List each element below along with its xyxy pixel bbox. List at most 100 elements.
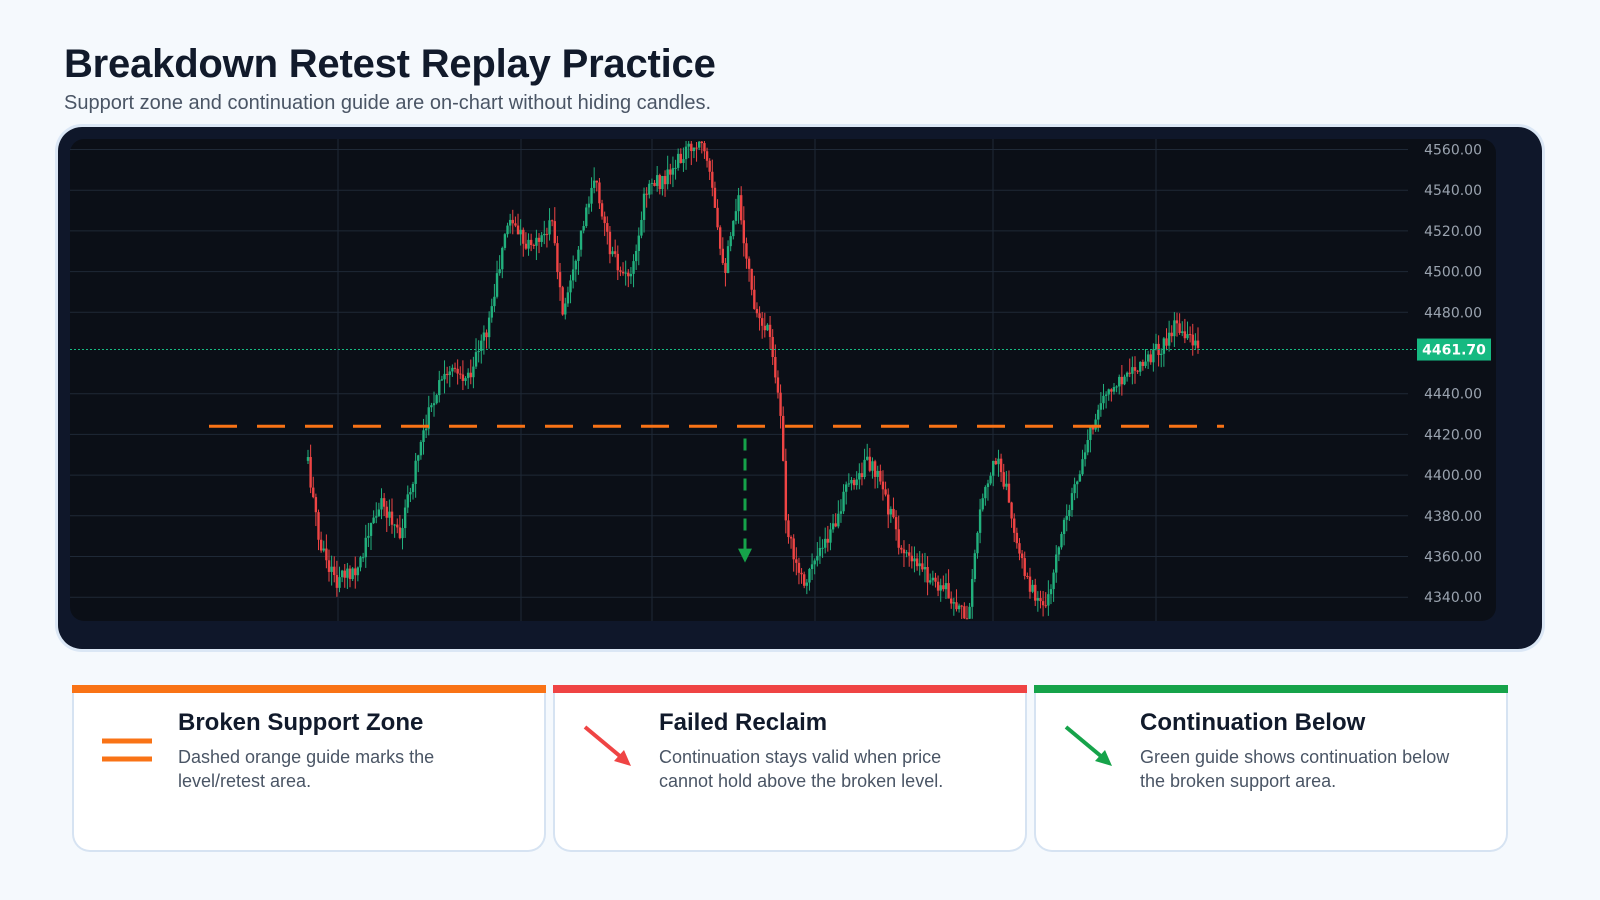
candle-body	[1131, 367, 1134, 374]
candle	[887, 488, 890, 529]
candle	[369, 522, 373, 551]
candle-body	[939, 585, 942, 591]
candle	[671, 156, 675, 188]
candle	[926, 556, 929, 596]
y-tick-label: 4400.00	[1424, 468, 1482, 484]
candle	[729, 232, 732, 252]
candle	[309, 444, 312, 494]
candle	[377, 502, 381, 517]
candle	[375, 502, 378, 524]
candle	[905, 549, 908, 558]
candle-body	[679, 153, 683, 163]
candle-body	[976, 532, 979, 554]
candle-body	[876, 470, 879, 477]
candle	[724, 258, 727, 287]
candle-body	[1039, 598, 1042, 602]
candle	[708, 158, 711, 180]
candle-body	[1133, 367, 1137, 371]
card-description: Continuation stays valid when price cann…	[659, 747, 944, 791]
candle	[1183, 318, 1187, 344]
candle-body	[493, 296, 496, 307]
candle-body	[472, 366, 475, 378]
candle	[632, 254, 635, 288]
candle-body	[1099, 403, 1103, 410]
candle-body	[1107, 389, 1110, 395]
candle	[960, 604, 963, 619]
legend-card-broken-support: Broken Support Zone Dashed orange guide …	[72, 685, 546, 852]
candle	[1086, 429, 1089, 456]
candle-body	[1181, 331, 1184, 333]
candle-body	[687, 143, 690, 147]
candle	[739, 186, 743, 225]
candle	[629, 267, 633, 284]
candle	[346, 562, 349, 589]
candle	[495, 260, 499, 299]
candle	[800, 568, 803, 584]
candle-body	[377, 509, 381, 517]
candle	[876, 465, 879, 489]
candle-body	[503, 234, 507, 248]
candle	[312, 476, 315, 499]
candle	[1186, 321, 1189, 340]
candle	[330, 555, 333, 586]
candle	[721, 237, 725, 266]
candle-body	[992, 460, 995, 476]
candle	[797, 557, 801, 585]
candle-body	[655, 175, 659, 186]
candle	[1125, 371, 1129, 382]
red-arrow-down-right-icon	[583, 725, 631, 766]
candle	[737, 187, 740, 224]
candle	[1028, 567, 1032, 599]
candle	[527, 233, 530, 256]
candle-body	[802, 574, 806, 586]
candle-body	[797, 562, 801, 573]
candle-body	[805, 582, 809, 586]
candle	[1015, 527, 1019, 549]
candle-body	[382, 498, 386, 507]
candle-body	[826, 538, 830, 543]
candle	[1020, 550, 1024, 569]
candle	[813, 558, 816, 575]
candle-body	[627, 272, 630, 277]
candle	[884, 481, 887, 497]
candle	[598, 177, 601, 210]
candle-body	[448, 371, 451, 376]
candle	[569, 274, 572, 304]
candle-body	[1020, 553, 1024, 559]
candle-body	[831, 523, 835, 530]
candle-body	[894, 517, 898, 530]
dashed-lines-icon	[102, 738, 152, 762]
candle-body	[682, 159, 685, 163]
candle-body	[1026, 575, 1029, 577]
candle	[385, 500, 388, 532]
candle	[406, 485, 409, 514]
candle	[443, 360, 446, 394]
candle	[663, 170, 667, 197]
candle	[335, 560, 339, 597]
candle-body	[1052, 572, 1055, 590]
candle-body	[1191, 334, 1194, 346]
candle	[459, 366, 462, 379]
candlestick-chart[interactable]: 4461.70 4560.00 4540.00 4520.00 4500.00 4480…	[58, 127, 1542, 649]
candle	[322, 540, 325, 553]
candle-body	[1094, 419, 1097, 430]
candle-body	[537, 237, 541, 242]
candle-body	[871, 461, 874, 471]
candle-body	[666, 169, 669, 185]
candle	[860, 462, 864, 486]
candle	[401, 518, 404, 550]
candle	[1115, 385, 1118, 393]
candle-body	[1102, 395, 1105, 404]
candle-body	[944, 583, 948, 590]
candle	[839, 499, 843, 523]
candle	[850, 476, 853, 491]
candle-body	[482, 332, 486, 341]
candle	[414, 452, 417, 498]
candle-body	[781, 415, 785, 461]
candle-body	[1049, 589, 1053, 595]
candle-body	[543, 233, 546, 236]
candle	[306, 449, 310, 464]
candle	[871, 457, 874, 479]
candle	[787, 514, 790, 544]
candle-body	[999, 458, 1003, 473]
